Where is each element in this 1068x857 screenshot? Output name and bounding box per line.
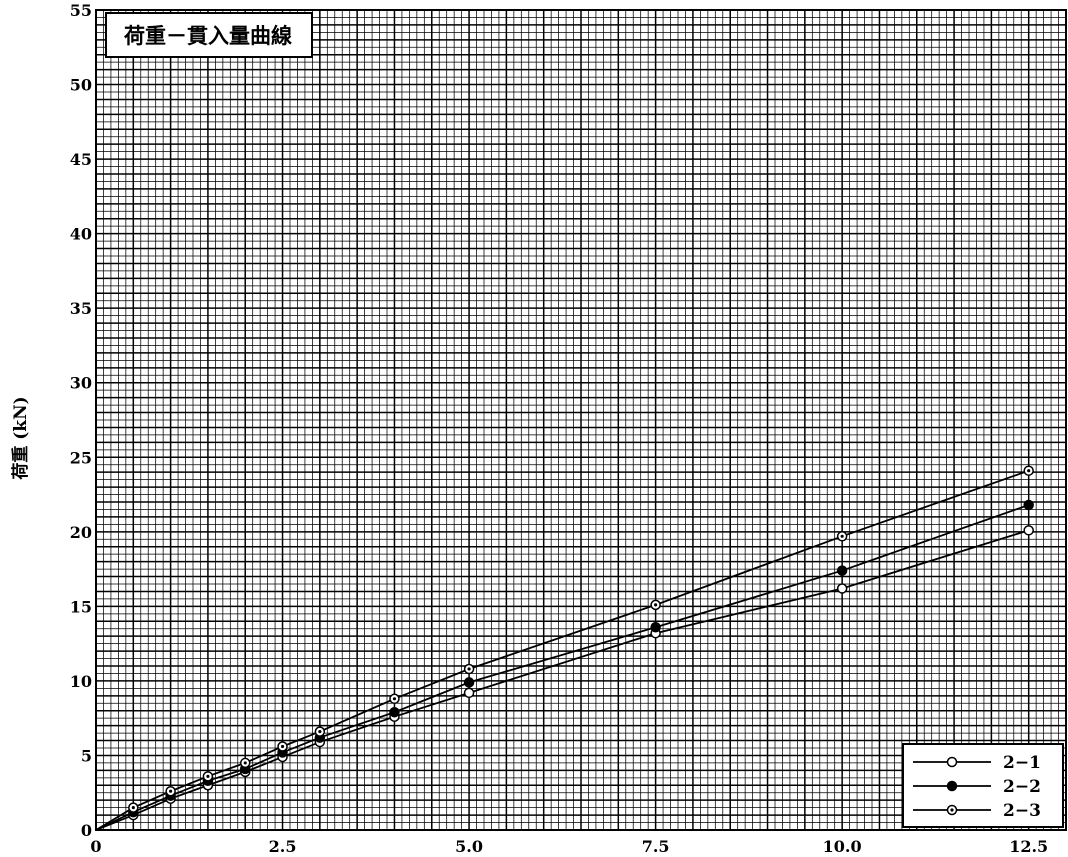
data-point (836, 531, 848, 542)
legend-marker (946, 804, 958, 816)
marker-dot (950, 808, 954, 812)
y-tick-label: 25 (70, 448, 92, 467)
plot-frame (95, 9, 1067, 831)
y-tick-label: 45 (70, 150, 92, 169)
data-point (1023, 499, 1034, 511)
y-tick-label: 0 (81, 821, 92, 840)
y-tick-label: 35 (70, 299, 92, 318)
marker-dot (318, 730, 322, 734)
y-axis-label: 荷重 (kN) (10, 396, 31, 479)
legend-label: 2−3 (1003, 801, 1041, 821)
legend-marker (946, 756, 958, 768)
legend-item: 2−1 (913, 753, 1041, 773)
series-group (95, 465, 1034, 831)
marker-dot (1027, 469, 1031, 473)
data-point (1023, 525, 1034, 536)
grid (95, 9, 1067, 831)
data-point (650, 621, 661, 633)
legend-item: 2−2 (913, 777, 1041, 797)
x-tick-label: 12.5 (1009, 837, 1048, 856)
data-point (836, 565, 848, 576)
data-point (202, 771, 214, 782)
data-point (128, 802, 139, 813)
data-point (239, 757, 251, 769)
series-line (95, 469, 1029, 831)
legend: 2−1 2−2 2−3 (902, 743, 1064, 828)
x-tick-label: 2.5 (269, 837, 297, 856)
legend-marker (946, 780, 958, 792)
x-tick-label: 5.0 (455, 837, 483, 856)
y-tick-label: 20 (70, 523, 92, 542)
marker-dot (280, 744, 285, 749)
data-point (463, 687, 475, 699)
marker-dot (840, 534, 844, 538)
y-tick-label: 40 (70, 225, 92, 244)
data-point (650, 599, 661, 611)
tick-labels: 0 5 10 15 20 25 30 35 40 45 50 55 0 2.5 5.0 7.5 10.0 12.5 (70, 1, 1048, 856)
y-tick-label: 5 (81, 746, 92, 765)
y-tick-label: 30 (70, 374, 92, 393)
series-line (95, 504, 1029, 831)
marker-dot (206, 774, 210, 778)
data-point (463, 677, 475, 688)
data-point (165, 785, 176, 797)
chart-title: 荷重－貫入量曲線 (124, 23, 292, 48)
series-2−2 (95, 499, 1034, 831)
y-tick-label: 15 (70, 597, 92, 616)
data-point (1023, 465, 1034, 476)
data-point (463, 663, 475, 675)
marker-dot (467, 667, 471, 671)
data-point (314, 726, 326, 737)
x-tick-label: 7.5 (642, 837, 670, 856)
data-point (836, 583, 848, 594)
data-point (389, 693, 400, 705)
legend-label: 2−2 (1003, 777, 1041, 797)
series-2−1 (95, 525, 1034, 831)
series-line (95, 529, 1029, 831)
legend-item: 2−3 (913, 801, 1041, 821)
marker-dot (169, 789, 173, 793)
legend-label: 2−1 (1003, 753, 1041, 773)
x-tick-label: 10.0 (823, 837, 862, 856)
marker-dot (131, 806, 135, 810)
y-tick-label: 55 (70, 1, 92, 20)
marker-dot (654, 603, 658, 607)
marker-dot (243, 761, 247, 765)
y-tick-label: 50 (70, 76, 92, 95)
plot-border (95, 9, 1067, 831)
title-box: 荷重－貫入量曲線 (105, 12, 313, 58)
x-tick-label: 0 (90, 837, 101, 856)
series-2−3 (95, 465, 1034, 831)
marker-dot (392, 697, 397, 701)
y-tick-label: 10 (70, 672, 92, 691)
data-point (277, 741, 288, 752)
data-point (389, 706, 400, 718)
